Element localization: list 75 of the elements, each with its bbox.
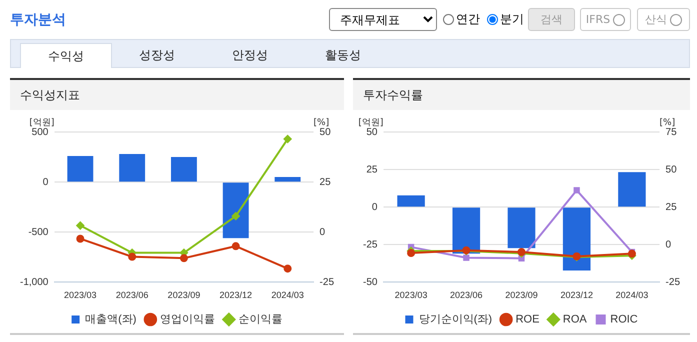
bar xyxy=(274,177,301,182)
x-tick-label: 2023/06 xyxy=(450,290,483,300)
x-tick-label: 2024/03 xyxy=(616,290,648,300)
text: 투자분석 xyxy=(10,11,66,29)
point xyxy=(284,264,292,273)
legend-label: 당기순이익(좌) xyxy=(418,314,492,326)
point xyxy=(232,212,240,220)
y-tick-label: 50 xyxy=(366,126,378,138)
text: 연간 xyxy=(455,11,480,28)
bar xyxy=(119,154,146,182)
legend-label: ROA xyxy=(562,314,588,326)
legend-label: 매출액(좌) xyxy=(85,314,136,326)
text: 안정성 xyxy=(231,47,269,64)
y-tick-label: 500 xyxy=(32,126,49,138)
text: 분기 xyxy=(499,11,524,28)
y-axis-title: [억원] xyxy=(358,118,384,128)
y2-tick-label: -25 xyxy=(666,276,680,288)
bar xyxy=(508,208,536,248)
y-tick-label: 0 xyxy=(372,202,378,213)
y2-tick-label: 0 xyxy=(320,226,326,238)
legend-label: ROIC xyxy=(610,314,638,326)
y2-tick-label: 0 xyxy=(666,239,672,250)
y2-tick-label: 50 xyxy=(666,164,678,176)
point xyxy=(76,234,84,243)
x-tick-label: 2023/03 xyxy=(64,290,97,300)
point xyxy=(128,252,136,261)
chart-title: 수익성지표 xyxy=(10,80,344,110)
legend-label: ROE xyxy=(516,314,540,326)
x-tick-label: 2023/03 xyxy=(394,290,428,300)
x-tick-label: 2023/09 xyxy=(505,290,538,300)
x-tick-label: 2023/12 xyxy=(220,290,252,300)
bar xyxy=(562,208,591,270)
y-tick-label: -50 xyxy=(363,276,378,288)
bar xyxy=(222,182,249,238)
bar xyxy=(67,156,94,182)
point xyxy=(76,222,84,230)
point xyxy=(284,135,292,144)
x-tick-label: 2023/09 xyxy=(168,290,200,300)
bar xyxy=(618,172,646,207)
bar xyxy=(452,208,480,254)
y2-tick-label: 50 xyxy=(320,126,332,138)
y2-axis-title: [%] xyxy=(314,118,330,128)
y2-tick-label: 25 xyxy=(320,176,332,188)
y2-axis-title: [%] xyxy=(660,118,676,128)
point xyxy=(628,250,636,258)
bar xyxy=(170,157,197,182)
y-tick-label: -25 xyxy=(363,239,378,250)
x-tick-label: 2023/12 xyxy=(560,290,593,300)
text: 검색 xyxy=(528,8,575,31)
text: 성장성 xyxy=(138,47,176,64)
point xyxy=(232,242,240,250)
x-tick-label: 2024/03 xyxy=(271,290,304,300)
y-tick-label: 0 xyxy=(42,176,49,188)
x-tick-label: 2023/06 xyxy=(116,290,148,300)
text: 활동성 xyxy=(324,47,362,64)
point xyxy=(407,249,416,258)
text: 수익성 xyxy=(20,43,112,68)
legend-label: 순이익률 xyxy=(238,314,282,326)
y2-tick-label: -25 xyxy=(320,276,334,288)
legend-label: 영업이익률 xyxy=(160,314,215,326)
y-tick-label: -500 xyxy=(28,226,49,238)
bar xyxy=(397,195,425,207)
chart-title: 투자수익률 xyxy=(353,80,690,110)
text: 산식 xyxy=(637,8,690,31)
point xyxy=(518,255,525,262)
point xyxy=(574,187,580,194)
text: 주재무제표 xyxy=(329,8,437,31)
point xyxy=(463,254,470,261)
y-tick-label: -1,000 xyxy=(20,276,49,288)
y-tick-label: 25 xyxy=(366,164,378,176)
point xyxy=(180,254,188,262)
text: IFRS xyxy=(580,8,631,31)
y2-tick-label: 25 xyxy=(666,202,678,213)
y-axis-title: [억원] xyxy=(29,118,54,128)
y2-tick-label: 75 xyxy=(666,126,678,138)
